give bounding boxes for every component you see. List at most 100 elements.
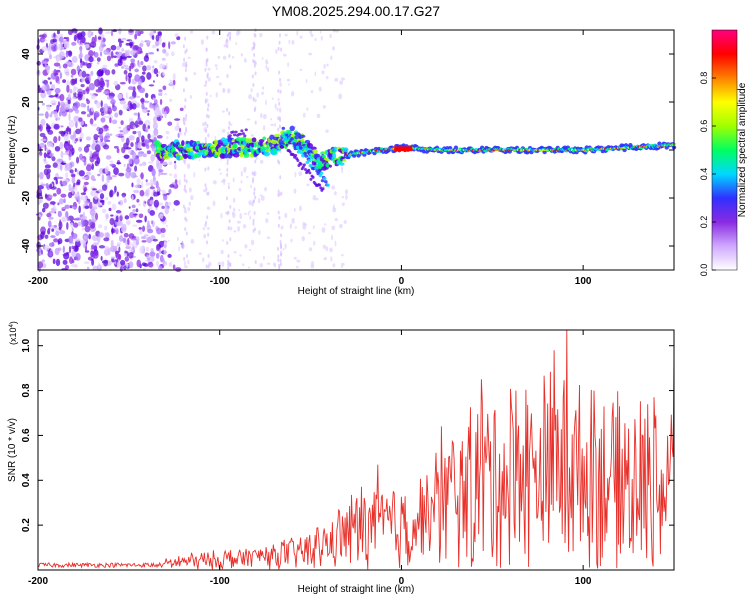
noise-blob xyxy=(87,30,93,38)
noise-blob xyxy=(119,221,124,227)
noise-blob xyxy=(135,239,140,246)
noise-blob xyxy=(134,74,141,82)
noise-blob xyxy=(101,64,108,69)
noise-blob xyxy=(44,144,47,152)
noise-blob xyxy=(308,232,311,235)
snr-y-tick-label: 0.6 xyxy=(21,428,32,442)
noise-blob xyxy=(109,160,114,164)
noise-blob xyxy=(138,203,141,206)
noise-blob xyxy=(280,233,283,238)
noise-blob xyxy=(110,239,114,248)
noise-blob xyxy=(86,113,91,118)
noise-blob xyxy=(146,39,151,48)
noise-blob xyxy=(329,33,332,39)
noise-blob xyxy=(84,43,90,49)
noise-blob xyxy=(135,219,143,223)
noise-blob xyxy=(319,30,322,34)
noise-blob xyxy=(146,64,152,71)
trace-blob xyxy=(231,130,235,134)
noise-blob xyxy=(49,54,52,60)
noise-blob xyxy=(72,206,77,209)
noise-blob xyxy=(73,86,79,90)
noise-blob xyxy=(152,122,159,130)
noise-blob xyxy=(122,195,126,198)
noise-blob xyxy=(137,117,141,122)
noise-blob xyxy=(159,63,165,70)
noise-blob xyxy=(178,246,181,252)
noise-blob xyxy=(59,93,65,102)
noise-blob xyxy=(298,171,303,177)
noise-blob xyxy=(303,112,306,118)
noise-blob xyxy=(238,187,242,192)
noise-blob xyxy=(140,61,144,66)
noise-blob xyxy=(137,112,140,120)
noise-blob xyxy=(156,260,159,267)
noise-blob xyxy=(133,157,140,165)
noise-blob xyxy=(132,50,138,53)
spectrogram-x-tick-label: 100 xyxy=(575,276,592,287)
noise-blob xyxy=(59,230,66,235)
noise-blob xyxy=(44,234,49,239)
noise-blob xyxy=(212,180,217,185)
noise-blob xyxy=(232,55,235,59)
noise-blob xyxy=(316,113,321,118)
noise-blob xyxy=(198,158,201,162)
noise-blob xyxy=(322,105,327,109)
noise-blob xyxy=(42,202,49,209)
noise-blob xyxy=(149,104,156,109)
noise-blob xyxy=(325,246,329,252)
noise-blob xyxy=(214,64,218,67)
noise-blob xyxy=(136,198,140,203)
noise-blob xyxy=(70,222,74,229)
spectrogram-x-tick-label: 0 xyxy=(399,276,405,287)
noise-blob xyxy=(159,98,163,106)
noise-blob xyxy=(205,91,208,96)
noise-blob xyxy=(110,98,116,105)
noise-blob xyxy=(252,41,255,46)
noise-blob xyxy=(179,131,183,135)
noise-blob xyxy=(78,205,81,214)
trace-blob xyxy=(157,143,163,148)
noise-blob xyxy=(130,142,134,148)
noise-blob xyxy=(301,236,305,242)
noise-blob xyxy=(228,111,231,116)
noise-blob xyxy=(109,117,112,124)
noise-blob xyxy=(78,53,83,60)
noise-blob xyxy=(122,104,129,110)
noise-blob xyxy=(124,50,130,58)
noise-blob xyxy=(80,83,85,88)
noise-blob xyxy=(93,52,99,58)
noise-blob xyxy=(85,86,90,95)
noise-blob xyxy=(76,65,80,72)
noise-blob xyxy=(157,186,160,192)
noise-blob xyxy=(155,40,160,47)
noise-blob xyxy=(55,69,61,73)
trace-blob xyxy=(296,159,300,163)
noise-blob xyxy=(105,213,109,220)
noise-blob xyxy=(182,44,185,49)
noise-blob xyxy=(71,78,77,85)
noise-blob xyxy=(83,261,90,265)
noise-blob xyxy=(58,198,64,205)
noise-blob xyxy=(141,240,147,243)
trace-blob xyxy=(285,143,289,147)
noise-blob xyxy=(49,201,56,205)
snr-y-tick-label: 0.2 xyxy=(21,518,32,532)
noise-blob xyxy=(313,240,316,246)
noise-blob xyxy=(102,144,110,150)
noise-blob xyxy=(308,52,313,56)
trace-blob xyxy=(223,152,229,159)
colorbar-tick-label: 0.8 xyxy=(699,72,709,85)
noise-blob xyxy=(40,138,47,142)
noise-blob xyxy=(284,33,288,37)
trace-blob xyxy=(228,134,232,138)
noise-blob xyxy=(148,52,155,55)
noise-blob xyxy=(57,43,62,51)
noise-blob xyxy=(50,235,56,238)
noise-blob xyxy=(91,36,96,45)
noise-blob xyxy=(119,81,126,85)
noise-blob xyxy=(207,77,211,82)
noise-blob xyxy=(217,55,221,59)
spectrogram-x-label: Height of straight line (km) xyxy=(298,286,415,297)
